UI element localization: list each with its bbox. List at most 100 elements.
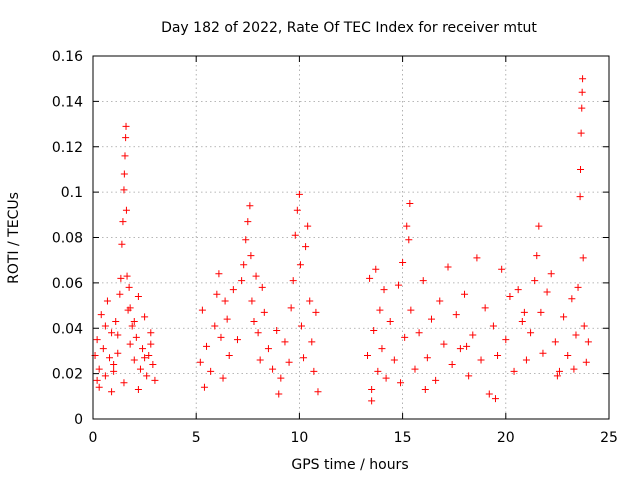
data-point [535, 222, 543, 230]
data-point [95, 383, 103, 391]
data-point [145, 351, 153, 359]
data-point [502, 336, 510, 344]
y-tick-label: 0 [74, 412, 83, 428]
data-point [531, 277, 539, 285]
data-point [139, 345, 147, 353]
data-point [397, 379, 405, 387]
data-point [520, 308, 528, 316]
data-point [432, 376, 440, 384]
data-point [533, 252, 541, 260]
data-point [444, 263, 452, 271]
data-point [132, 333, 140, 341]
data-point [217, 333, 225, 341]
data-point [122, 122, 130, 130]
data-point [578, 88, 586, 96]
data-point [522, 356, 530, 364]
data-point [198, 306, 206, 314]
data-point [514, 286, 522, 294]
data-point [242, 236, 250, 244]
data-point [411, 365, 419, 373]
data-point [103, 297, 111, 305]
chart-title: Day 182 of 2022, Rate Of TEC Index for r… [161, 20, 537, 36]
data-point [553, 372, 561, 380]
data-point [293, 206, 301, 214]
data-point [225, 351, 233, 359]
y-tick-labels: 0 0.02 0.04 0.06 0.08 0.1 0.12 0.14 0.16 [52, 49, 83, 428]
data-point [584, 338, 592, 346]
data-point [211, 322, 219, 330]
data-point [126, 340, 134, 348]
data-point [407, 306, 415, 314]
data-point [223, 315, 231, 323]
data-point [576, 193, 584, 201]
data-point [119, 218, 127, 226]
data-point [99, 345, 107, 353]
data-point [440, 340, 448, 348]
data-point [555, 367, 563, 375]
data-point [394, 281, 402, 289]
data-point [110, 367, 118, 375]
data-point [489, 322, 497, 330]
data-point [93, 376, 101, 384]
data-point [537, 308, 545, 316]
data-point [582, 358, 590, 366]
data-point [285, 358, 293, 366]
data-point [97, 311, 105, 319]
data-point [578, 104, 586, 112]
data-point [572, 331, 580, 339]
data-point [399, 258, 407, 266]
data-point [376, 306, 384, 314]
data-point [423, 354, 431, 362]
data-point [126, 304, 134, 312]
data-point [390, 356, 398, 364]
data-point [141, 313, 149, 321]
axis-ticks [92, 55, 610, 420]
data-points [91, 75, 592, 405]
data-point [112, 317, 120, 325]
data-point [95, 365, 103, 373]
data-point [456, 345, 464, 353]
data-point [244, 218, 252, 226]
data-point [120, 186, 128, 194]
data-point [289, 277, 297, 285]
data-point [405, 236, 413, 244]
data-point [382, 374, 390, 382]
data-point [296, 261, 304, 269]
data-point [229, 286, 237, 294]
data-point [510, 367, 518, 375]
x-tick-label: 15 [394, 430, 412, 446]
y-tick-label: 0.14 [52, 94, 83, 110]
data-point [281, 338, 289, 346]
data-point [304, 222, 312, 230]
data-point [147, 329, 155, 337]
data-point [469, 331, 477, 339]
x-tick-label: 10 [290, 430, 308, 446]
data-point [370, 327, 378, 335]
data-point [269, 365, 277, 373]
data-point [310, 367, 318, 375]
data-point [461, 290, 469, 298]
data-point [452, 311, 460, 319]
data-point [314, 388, 322, 396]
data-point [579, 75, 587, 83]
data-point [527, 329, 535, 337]
data-point [221, 297, 229, 305]
x-tick-label: 25 [600, 430, 618, 446]
data-point [277, 374, 285, 382]
data-point [246, 202, 254, 210]
data-point [143, 372, 151, 380]
x-tick-label: 5 [192, 430, 201, 446]
y-tick-label: 0.16 [52, 49, 83, 65]
data-point [275, 390, 283, 398]
data-point [264, 345, 272, 353]
data-point [498, 265, 506, 273]
data-point [374, 367, 382, 375]
data-point [306, 297, 314, 305]
data-point [117, 274, 125, 282]
data-point [421, 386, 429, 394]
data-point [128, 322, 136, 330]
grid-lines [93, 56, 609, 419]
data-point [114, 331, 122, 339]
data-point [295, 190, 303, 198]
